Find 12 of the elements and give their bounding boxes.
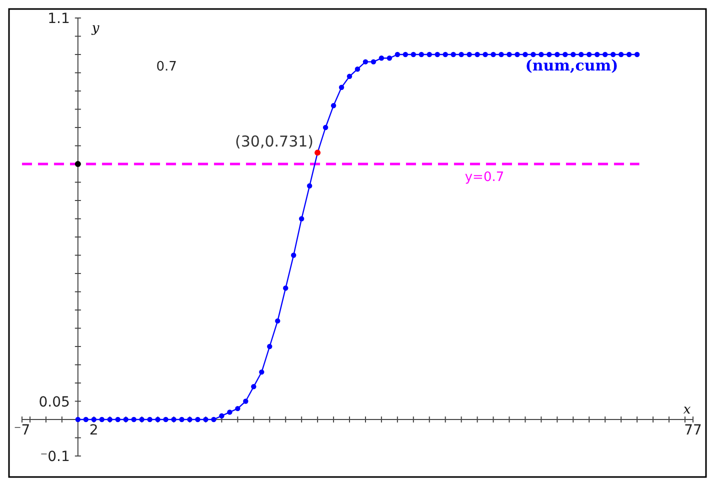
y-tick-label: 0.05: [38, 394, 70, 410]
y-tick-label: 1.1: [48, 11, 70, 27]
y-tick-label: ⁻0.1: [40, 449, 70, 465]
x-tick-label: 2: [89, 422, 98, 438]
x-tick-label: ⁻7: [14, 422, 30, 438]
x-axis-title: x: [683, 402, 692, 418]
annotation: 0.7: [156, 60, 177, 75]
y-axis-title: y: [90, 21, 100, 36]
ref-line-label: y=0.7: [464, 170, 504, 185]
x-tick-label: 77: [684, 422, 702, 438]
series-label: (num,cum): [525, 56, 618, 75]
annotation: (30,0.731): [235, 132, 314, 151]
